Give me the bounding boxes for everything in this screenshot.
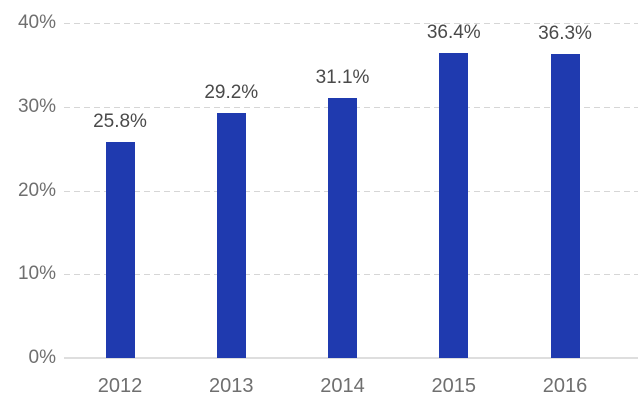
bar-2014 bbox=[328, 97, 357, 358]
x-axis-tick-label: 2014 bbox=[320, 375, 365, 397]
bar-2015 bbox=[439, 53, 469, 358]
bar-value-label: 25.8% bbox=[93, 110, 147, 132]
bar-value-label: 29.2% bbox=[204, 82, 259, 104]
x-axis-baseline bbox=[64, 357, 638, 359]
x-axis-tick-label: 2015 bbox=[431, 375, 477, 397]
y-axis-tick-label: 40% bbox=[17, 12, 56, 33]
bar-value-label: 36.4% bbox=[426, 22, 481, 44]
x-axis-tick-label: 2013 bbox=[209, 375, 254, 397]
x-axis-tick-label: 2012 bbox=[97, 375, 143, 397]
bar-2012 bbox=[105, 141, 135, 358]
bar-value-label: 31.1% bbox=[315, 66, 370, 88]
gridline bbox=[64, 23, 638, 24]
bar-value-label: 36.3% bbox=[538, 22, 592, 44]
x-axis-tick-label: 2016 bbox=[542, 375, 588, 397]
bar-2016 bbox=[550, 53, 580, 358]
bar-2013 bbox=[216, 113, 246, 358]
y-axis-tick-label: 20% bbox=[17, 179, 56, 201]
y-axis-tick-label: 0% bbox=[28, 347, 56, 368]
y-axis-tick-label: 30% bbox=[17, 95, 56, 117]
y-axis-tick-label: 10% bbox=[17, 263, 56, 285]
